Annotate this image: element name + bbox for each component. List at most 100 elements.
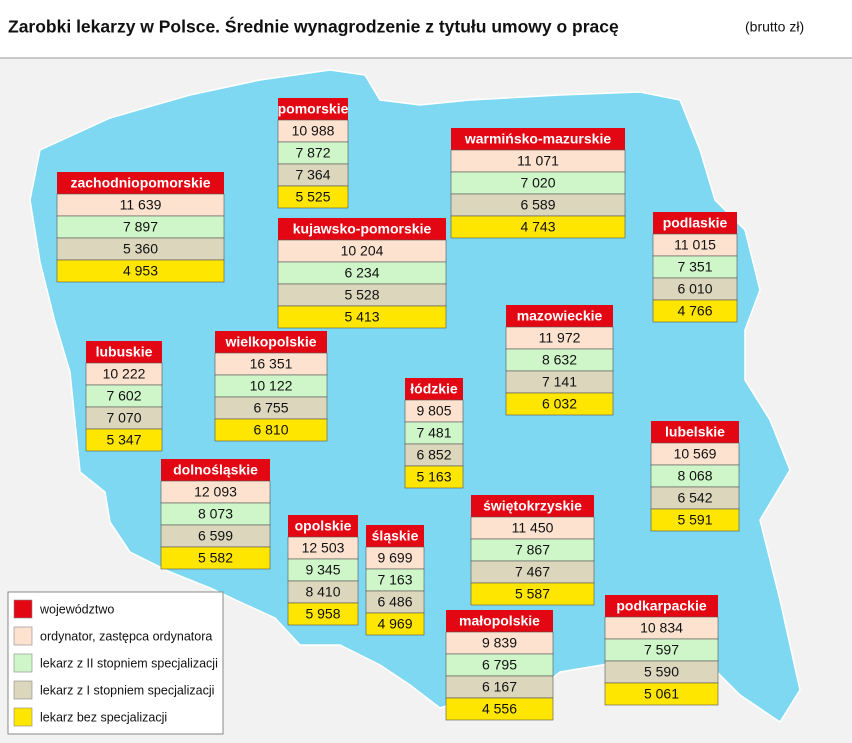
value-cell <box>505 392 614 416</box>
value-text: 11 972 <box>539 330 581 346</box>
value-cell <box>650 508 740 532</box>
value-text: 8 068 <box>677 468 712 484</box>
value-text: 5 413 <box>344 309 379 325</box>
value-text: 4 556 <box>482 701 517 717</box>
value-text: 7 897 <box>123 219 158 235</box>
value-text: 4 743 <box>520 219 555 235</box>
value-text: 11 015 <box>674 237 716 253</box>
region-header <box>653 212 737 234</box>
value-text: 5 590 <box>644 664 679 680</box>
region-name: podlaskie <box>663 215 728 231</box>
value-cell <box>214 418 328 442</box>
region-name: lubelskie <box>665 424 725 440</box>
legend-label: lekarz z I stopniem specjalizacji <box>40 683 214 697</box>
value-text: 5 591 <box>677 512 712 528</box>
region-box: podlaskie 11 015 7 351 6 010 4 766 <box>652 212 738 323</box>
value-cell <box>604 682 719 706</box>
value-text: 5 347 <box>106 432 141 448</box>
region-box: lubuskie 10 222 7 602 7 070 5 347 <box>85 341 163 452</box>
value-text: 9 699 <box>377 550 412 566</box>
region-box: warmińsko-mazurskie 11 071 7 020 6 589 4 743 <box>450 128 626 239</box>
value-text: 6 589 <box>520 197 555 213</box>
value-text: 6 032 <box>542 396 577 412</box>
value-text: 11 071 <box>517 153 559 169</box>
value-text: 7 141 <box>542 374 577 390</box>
region-box: wielkopolskie 16 351 10 122 6 755 6 810 <box>214 331 328 442</box>
value-text: 7 481 <box>416 425 451 441</box>
region-box: łódzkie 9 805 7 481 6 852 5 163 <box>404 378 464 489</box>
legend-swatch <box>13 707 33 727</box>
legend-swatch <box>13 653 33 673</box>
region-box: zachodniopomorskie 11 639 7 897 5 360 4 953 <box>56 172 225 283</box>
value-cell <box>450 215 626 239</box>
value-cell <box>56 259 225 283</box>
region-name: mazowieckie <box>517 308 603 324</box>
region-name: opolskie <box>295 518 352 534</box>
legend-label: lekarz bez specjalizacji <box>40 710 167 724</box>
region-header <box>366 525 424 547</box>
region-box: śląskie 9 699 7 163 6 486 4 969 <box>365 525 425 636</box>
region-name: świętokrzyskie <box>483 498 582 514</box>
legend-box <box>7 591 224 735</box>
region-box: kujawsko-pomorskie 10 204 6 234 5 528 5 413 <box>277 218 447 329</box>
region-header <box>86 341 162 363</box>
value-text: 7 351 <box>677 259 712 275</box>
region-header <box>215 331 327 353</box>
value-text: 5 360 <box>123 241 158 257</box>
value-cell <box>365 612 425 636</box>
value-text: 6 795 <box>482 657 517 673</box>
title: Zarobki lekarzy w Polsce. Średnie wynagr… <box>8 16 619 37</box>
value-text: 8 073 <box>198 506 233 522</box>
value-text: 4 969 <box>377 616 412 632</box>
value-cell <box>470 582 595 606</box>
region-box: podkarpackie 10 834 7 597 5 590 5 061 <box>604 595 719 706</box>
region-header <box>651 421 739 443</box>
value-text: 7 364 <box>295 167 330 183</box>
value-text: 5 958 <box>305 606 340 622</box>
value-text: 11 639 <box>120 197 162 213</box>
value-text: 5 587 <box>515 586 550 602</box>
value-cell <box>445 697 554 721</box>
value-text: 7 597 <box>644 642 679 658</box>
region-box: pomorskie 10 988 7 872 7 364 5 525 <box>278 98 349 209</box>
value-text: 16 351 <box>250 356 293 372</box>
region-header <box>57 172 224 194</box>
region-name: kujawsko-pomorskie <box>293 221 432 237</box>
region-name: lubuskie <box>96 344 153 360</box>
value-text: 6 852 <box>416 447 451 463</box>
value-text: 9 805 <box>416 403 451 419</box>
legend-label: lekarz z II stopniem specjalizacji <box>40 656 218 670</box>
value-text: 7 467 <box>515 564 550 580</box>
unit: (brutto zł) <box>745 19 804 35</box>
legend-label: województwo <box>39 602 114 616</box>
value-text: 12 503 <box>302 540 345 556</box>
value-cell <box>652 299 738 323</box>
value-text: 6 810 <box>253 422 288 438</box>
region-name: wielkopolskie <box>224 334 316 350</box>
value-text: 7 020 <box>520 175 555 191</box>
header-band <box>0 0 852 58</box>
region-header <box>605 595 718 617</box>
value-text: 6 486 <box>377 594 412 610</box>
region-box: małopolskie 9 839 6 795 6 167 4 556 <box>445 610 554 721</box>
value-cell <box>404 465 464 489</box>
region-name: śląskie <box>372 528 419 544</box>
region-header <box>471 495 594 517</box>
region-header <box>451 128 625 150</box>
value-text: 10 204 <box>341 243 384 259</box>
value-text: 4 766 <box>677 303 712 319</box>
region-header <box>161 459 270 481</box>
legend: województwo ordynator, zastępca ordynator… <box>7 591 224 735</box>
value-text: 11 450 <box>512 520 554 536</box>
value-cell <box>160 546 271 570</box>
region-box: dolnośląskie 12 093 8 073 6 599 5 582 <box>160 459 271 570</box>
value-text: 12 093 <box>194 484 237 500</box>
value-text: 10 222 <box>103 366 146 382</box>
value-text: 5 528 <box>344 287 379 303</box>
region-header <box>506 305 613 327</box>
value-text: 10 122 <box>250 378 293 394</box>
region-name: pomorskie <box>278 101 349 117</box>
value-text: 7 070 <box>106 410 141 426</box>
value-text: 5 163 <box>416 469 451 485</box>
